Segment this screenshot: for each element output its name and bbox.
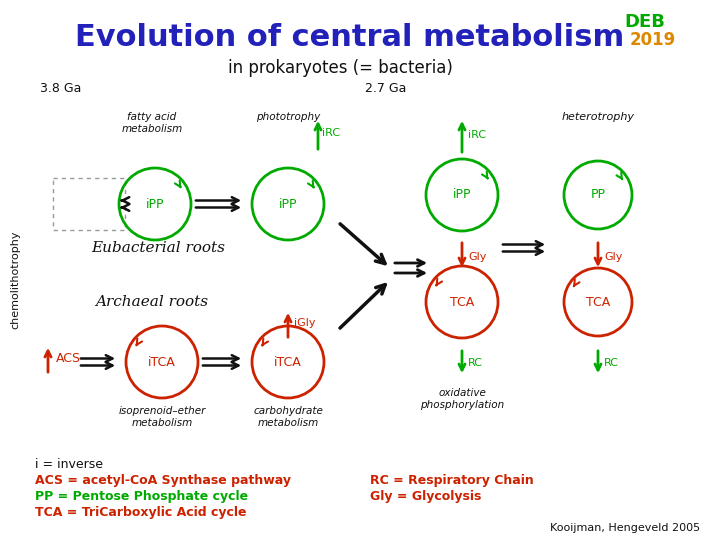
Text: ACS: ACS: [56, 352, 81, 365]
Text: DEB: DEB: [624, 13, 665, 31]
Text: phototrophy: phototrophy: [256, 112, 320, 122]
Text: ACS = acetyl-CoA Synthase pathway: ACS = acetyl-CoA Synthase pathway: [35, 474, 291, 487]
Text: PP = Pentose Phosphate cycle: PP = Pentose Phosphate cycle: [35, 490, 248, 503]
Text: oxidative
phosphorylation: oxidative phosphorylation: [420, 388, 504, 410]
Text: 3.8 Ga: 3.8 Ga: [40, 82, 81, 94]
Text: fatty acid
metabolism: fatty acid metabolism: [122, 112, 183, 133]
Text: RC = Respiratory Chain: RC = Respiratory Chain: [370, 474, 534, 487]
Text: heterotrophy: heterotrophy: [562, 112, 634, 122]
Text: iPP: iPP: [453, 188, 472, 201]
Text: Gly = Glycolysis: Gly = Glycolysis: [370, 490, 482, 503]
Text: TCA: TCA: [450, 295, 474, 308]
Text: iTCA: iTCA: [148, 355, 176, 368]
Text: iRC: iRC: [468, 130, 486, 140]
Text: 2.7 Ga: 2.7 Ga: [365, 82, 406, 94]
Text: i = inverse: i = inverse: [35, 458, 103, 471]
Text: RC: RC: [468, 358, 483, 368]
Text: iPP: iPP: [279, 198, 297, 211]
Text: Eubacterial roots: Eubacterial roots: [91, 241, 225, 255]
Text: TCA: TCA: [586, 295, 610, 308]
Text: PP: PP: [590, 188, 606, 201]
Bar: [53, 178, 125, 230]
Text: TCA = TriCarboxylic Acid cycle: TCA = TriCarboxylic Acid cycle: [35, 506, 246, 519]
Text: iGly: iGly: [294, 318, 315, 328]
Text: iPP: iPP: [145, 198, 164, 211]
Text: iTCA: iTCA: [274, 355, 302, 368]
Text: chemolithotrophy: chemolithotrophy: [10, 231, 20, 329]
Text: isoprenoid–ether
metabolism: isoprenoid–ether metabolism: [118, 406, 206, 428]
Text: iRC: iRC: [322, 128, 340, 138]
Text: Archaeal roots: Archaeal roots: [96, 295, 209, 309]
Text: Kooijman, Hengeveld 2005: Kooijman, Hengeveld 2005: [550, 523, 700, 533]
Text: in prokaryotes (= bacteria): in prokaryotes (= bacteria): [228, 59, 452, 77]
Text: Evolution of central metabolism: Evolution of central metabolism: [76, 24, 625, 52]
Text: Gly: Gly: [604, 252, 622, 262]
Text: Gly: Gly: [468, 252, 487, 262]
Text: RC: RC: [604, 358, 619, 368]
Text: carbohydrate
metabolism: carbohydrate metabolism: [253, 406, 323, 428]
Text: 2019: 2019: [630, 31, 676, 49]
